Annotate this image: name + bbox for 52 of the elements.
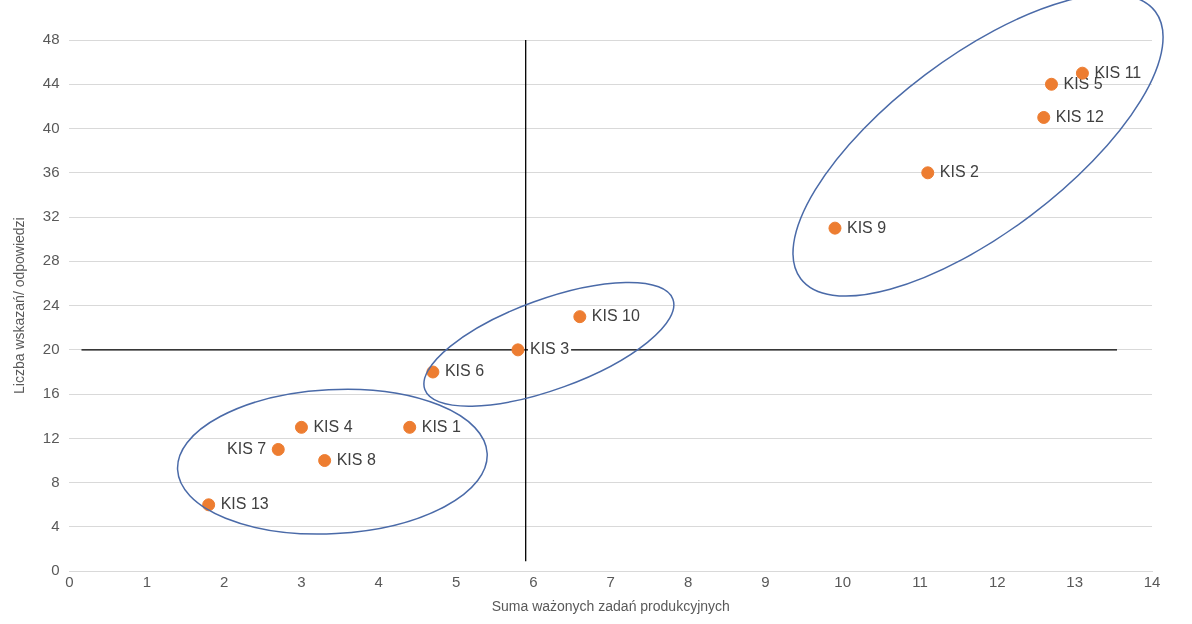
- annotation: KIS 9: [846, 218, 887, 236]
- point: [426, 365, 440, 379]
- y-tick-label: 8: [51, 472, 60, 490]
- x-tick-label: 7: [606, 573, 615, 591]
- y-tick-label: 20: [42, 340, 60, 358]
- point: [271, 442, 285, 456]
- x-axis-title: Suma ważonych zadań produkcyjnych: [491, 598, 730, 615]
- point: [921, 166, 935, 180]
- annotation: KIS 13: [220, 495, 269, 513]
- point: [573, 310, 587, 324]
- annotation: KIS 8: [336, 450, 376, 468]
- x-tick-label: 13: [1066, 573, 1084, 591]
- point: [511, 343, 525, 357]
- x-tick-label: 8: [683, 573, 693, 591]
- annotation: KIS 10: [591, 307, 640, 325]
- x-tick-label: 11: [912, 573, 928, 591]
- y-tick-label: 16: [42, 384, 60, 402]
- annotation: KIS 12: [1055, 107, 1104, 125]
- y-tick-label: 28: [42, 251, 60, 269]
- x-tick-label: 12: [989, 573, 1006, 591]
- x-tick-label: 9: [761, 573, 770, 591]
- x-tick-label: 1: [142, 573, 151, 591]
- annotation: KIS 6: [444, 362, 485, 380]
- point: [403, 420, 417, 434]
- annotation: KIS 7: [227, 439, 267, 457]
- point: [318, 454, 332, 468]
- y-tick-label: 4: [51, 517, 60, 535]
- annotation: KIS 4: [313, 417, 353, 435]
- annotation: KIS 3: [529, 340, 570, 358]
- y-axis-title: Liczba wskazań/ odpowiedzi: [11, 217, 28, 394]
- x-tick-label: 5: [451, 573, 461, 591]
- y-tick-label: 36: [42, 162, 60, 180]
- x-tick-label: 10: [834, 573, 852, 591]
- point: [828, 221, 842, 235]
- point: [1037, 110, 1051, 124]
- y-tick-label: 12: [42, 428, 60, 446]
- x-tick-label: 4: [374, 573, 383, 591]
- x-tick-label: 14: [1143, 573, 1161, 591]
- point: [294, 420, 308, 434]
- y-tick-label: 32: [42, 207, 60, 225]
- y-tick-label: 40: [42, 118, 60, 136]
- x-tick-label: 2: [219, 573, 229, 591]
- x-tick-label: 3: [297, 573, 306, 591]
- x-tick-label: 6: [529, 573, 538, 591]
- y-tick-label: 0: [51, 561, 60, 579]
- y-tick-label: 48: [42, 30, 60, 48]
- annotation: KIS 2: [939, 163, 979, 181]
- annotation: KIS 1: [421, 417, 461, 435]
- point: [1044, 77, 1058, 91]
- x-tick-label: 0: [65, 573, 74, 591]
- y-tick-label: 44: [42, 74, 60, 92]
- y-tick-label: 24: [42, 295, 60, 313]
